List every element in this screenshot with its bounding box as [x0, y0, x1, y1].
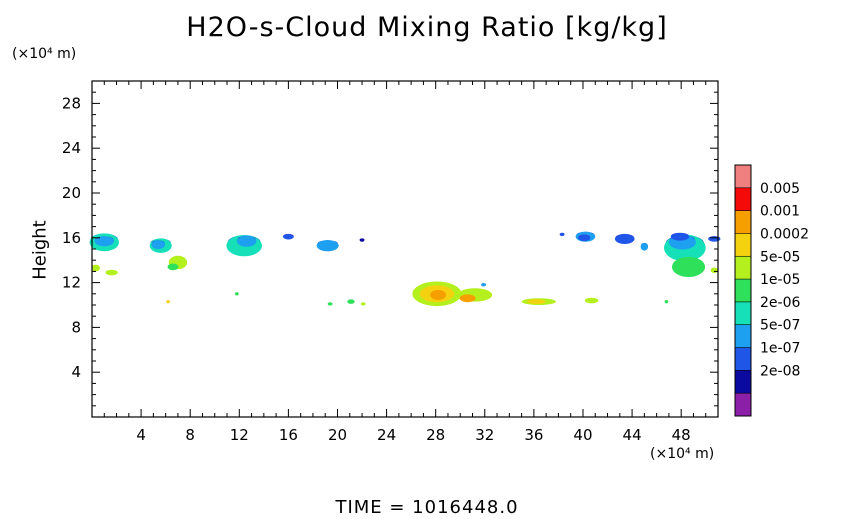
x-tick-label: 44	[623, 426, 642, 444]
legend-swatch	[735, 210, 751, 234]
cloud-patch	[559, 232, 565, 237]
legend-swatch	[735, 233, 751, 257]
cloud-patch	[327, 302, 333, 306]
cloud-patch	[527, 299, 546, 304]
y-axis-unit: (×10⁴ m)	[12, 46, 77, 62]
x-tick-label: 16	[279, 426, 298, 444]
cloud-patch	[710, 267, 718, 274]
y-tick-label: 12	[62, 274, 81, 292]
x-tick-label: 8	[185, 426, 195, 444]
cloud-patch	[347, 299, 355, 304]
cloud-patch	[360, 302, 366, 306]
x-axis-unit: (×10⁴ m)	[650, 446, 715, 462]
legend-label: 5e-05	[760, 249, 800, 265]
x-tick-label: 40	[573, 426, 592, 444]
y-tick-label: 4	[71, 363, 81, 381]
y-tick-label: 28	[62, 94, 81, 112]
cloud-patch	[584, 297, 599, 304]
legend-label: 1e-05	[760, 272, 800, 288]
x-tick-label: 12	[230, 426, 249, 444]
cloud-patch	[151, 240, 166, 250]
cloud-patch	[671, 256, 706, 278]
plot-border	[91, 80, 719, 418]
legend-swatch	[735, 301, 751, 325]
cloud-patch	[359, 238, 365, 242]
plot-frame	[91, 80, 719, 418]
legend-label: 1e-07	[760, 341, 800, 357]
cloud-patch	[664, 299, 669, 304]
cloud-patch	[94, 236, 115, 247]
cloud-patch	[708, 236, 721, 242]
x-tick-label: 48	[672, 426, 691, 444]
legend-swatch	[735, 187, 751, 211]
cloud-patch	[236, 235, 257, 247]
cloud-patch	[105, 269, 118, 276]
cloud-patch	[430, 289, 447, 300]
legend-label: 2e-08	[760, 363, 800, 379]
time-footer: TIME = 1016448.0	[335, 497, 519, 518]
cloud-patch	[166, 299, 170, 304]
color-legend: 0.005 0.001 0.0002 5e-05 1e-05 2e-06 5e-07 1e-0…	[734, 164, 809, 417]
cloud-patch	[167, 263, 179, 271]
x-tick-label: 36	[524, 426, 543, 444]
cloud-patch	[578, 234, 591, 242]
legend-swatch	[735, 370, 751, 394]
cloud-patch	[640, 242, 649, 251]
legend-label: 2e-06	[760, 295, 800, 311]
legend-swatch	[735, 279, 751, 302]
cloud-patch	[234, 292, 239, 296]
chart-title: H2O-s-Cloud Mixing Ratio [kg/kg]	[186, 12, 668, 43]
legend-swatch	[735, 324, 751, 348]
legend-label: 5e-07	[760, 318, 800, 334]
legend-label: 0.005	[760, 181, 800, 197]
cloud-patch	[670, 232, 690, 241]
legend-swatch	[735, 393, 751, 416]
x-tick-label: 32	[475, 426, 494, 444]
cloud-patch	[91, 264, 100, 272]
legend-swatch	[735, 256, 751, 280]
y-tick-label: 20	[62, 184, 81, 202]
cloud-patch	[282, 233, 294, 240]
x-tick-label: 28	[426, 426, 445, 444]
legend-label: 0.0002	[760, 226, 809, 242]
y-tick-label: 16	[62, 229, 81, 247]
cloud-field	[89, 231, 721, 307]
cloud-patch	[614, 233, 635, 244]
x-tick-label: 4	[136, 426, 146, 444]
x-tick-label: 20	[328, 426, 347, 444]
cloud-patch	[481, 283, 487, 287]
legend-swatch	[735, 165, 751, 188]
y-tick-label: 8	[71, 318, 81, 336]
cloud-patch	[459, 294, 476, 303]
x-tick-label: 24	[377, 426, 396, 444]
legend-border	[734, 164, 752, 417]
legend-label: 0.001	[760, 204, 800, 220]
y-tick-label: 24	[62, 139, 81, 157]
cloud-patch	[316, 240, 339, 252]
legend-swatch	[735, 347, 751, 371]
